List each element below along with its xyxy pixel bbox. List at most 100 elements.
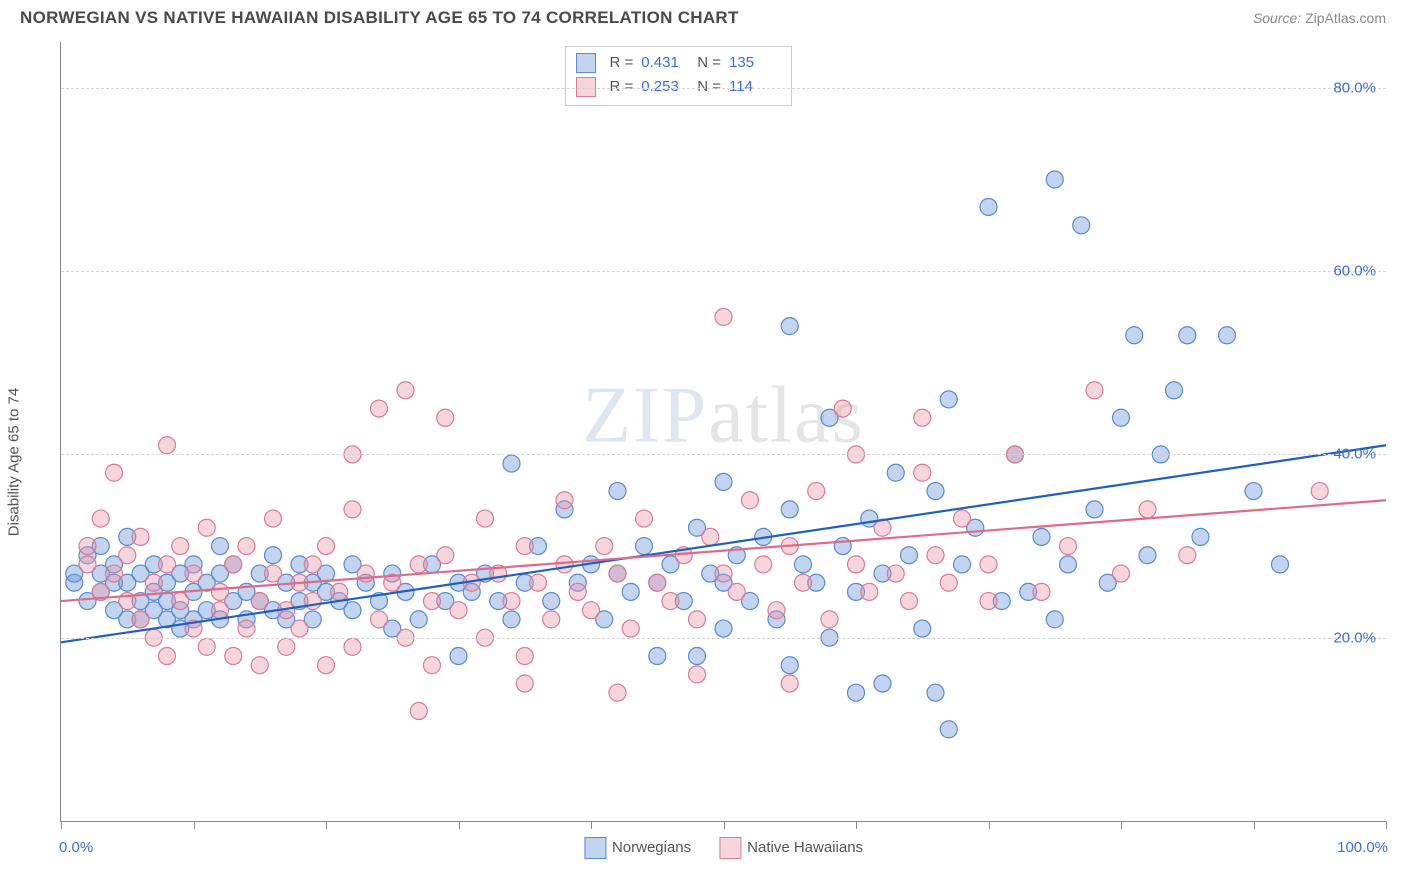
- plot-area: ZIPatlas R = 0.431 N = 135 R = 0.253 N =…: [60, 42, 1386, 822]
- y-tick-label: 80.0%: [1333, 79, 1376, 96]
- scatter-point: [516, 648, 533, 665]
- scatter-point: [1046, 171, 1063, 188]
- scatter-point: [503, 593, 520, 610]
- y-tick-label: 60.0%: [1333, 263, 1376, 280]
- scatter-point: [397, 382, 414, 399]
- scatter-point: [1139, 547, 1156, 564]
- scatter-point: [119, 547, 136, 564]
- scatter-point: [569, 583, 586, 600]
- scatter-point: [185, 565, 202, 582]
- legend-item-0: Norwegians: [584, 837, 691, 859]
- scatter-point: [755, 556, 772, 573]
- scatter-point: [424, 593, 441, 610]
- scatter-point: [715, 620, 732, 637]
- scatter-point: [914, 464, 931, 481]
- scatter-point: [980, 593, 997, 610]
- scatter-point: [251, 657, 268, 674]
- scatter-point: [132, 611, 149, 628]
- scatter-point: [622, 583, 639, 600]
- scatter-point: [145, 574, 162, 591]
- scatter-point: [1272, 556, 1289, 573]
- scatter-point: [251, 593, 268, 610]
- scatter-point: [914, 620, 931, 637]
- scatter-point: [1192, 528, 1209, 545]
- y-axis-label: Disability Age 65 to 74: [6, 388, 23, 536]
- scatter-point: [410, 556, 427, 573]
- scatter-point: [1245, 483, 1262, 500]
- scatter-point: [344, 602, 361, 619]
- scatter-point: [1060, 556, 1077, 573]
- scatter-point: [357, 565, 374, 582]
- scatter-point: [1179, 327, 1196, 344]
- scatter-point: [106, 565, 123, 582]
- scatter-point: [622, 620, 639, 637]
- scatter-point: [556, 492, 573, 509]
- scatter-point: [609, 684, 626, 701]
- scatter-point: [1046, 611, 1063, 628]
- scatter-point: [371, 611, 388, 628]
- scatter-point: [848, 684, 865, 701]
- scatter-point: [159, 556, 176, 573]
- scatter-point: [689, 611, 706, 628]
- scatter-point: [198, 519, 215, 536]
- scatter-point: [543, 611, 560, 628]
- scatter-point: [1086, 501, 1103, 518]
- scatter-point: [636, 510, 653, 527]
- scatter-point: [79, 556, 96, 573]
- scatter-point: [331, 583, 348, 600]
- scatter-point: [861, 583, 878, 600]
- scatter-point: [834, 400, 851, 417]
- scatter-point: [159, 437, 176, 454]
- scatter-point: [172, 593, 189, 610]
- scatter-point: [715, 308, 732, 325]
- scatter-point: [583, 602, 600, 619]
- scatter-point: [1060, 538, 1077, 555]
- scatter-point: [1113, 409, 1130, 426]
- scatter-point: [291, 620, 308, 637]
- scatter-point: [1219, 327, 1236, 344]
- scatter-point: [516, 675, 533, 692]
- scatter-point: [914, 409, 931, 426]
- scatter-point: [318, 538, 335, 555]
- scatter-point: [530, 574, 547, 591]
- scatter-point: [1179, 547, 1196, 564]
- scatter-point: [927, 483, 944, 500]
- scatter-point: [79, 538, 96, 555]
- scatter-point: [1311, 483, 1328, 500]
- scatter-point: [940, 574, 957, 591]
- scatter-point: [781, 318, 798, 335]
- scatter-point: [662, 593, 679, 610]
- scatter-point: [742, 492, 759, 509]
- scatter-svg: [61, 42, 1386, 821]
- scatter-point: [238, 538, 255, 555]
- scatter-point: [901, 547, 918, 564]
- scatter-point: [516, 538, 533, 555]
- scatter-point: [437, 409, 454, 426]
- scatter-point: [781, 675, 798, 692]
- scatter-point: [887, 565, 904, 582]
- scatter-point: [543, 593, 560, 610]
- scatter-point: [424, 657, 441, 674]
- scatter-point: [689, 666, 706, 683]
- scatter-point: [808, 483, 825, 500]
- stats-row-0: R = 0.431 N = 135: [576, 51, 778, 75]
- y-tick-label: 40.0%: [1333, 446, 1376, 463]
- scatter-point: [596, 538, 613, 555]
- scatter-point: [437, 547, 454, 564]
- chart-area: Disability Age 65 to 74 ZIPatlas R = 0.4…: [20, 42, 1386, 882]
- scatter-point: [795, 574, 812, 591]
- scatter-point: [556, 556, 573, 573]
- scatter-point: [887, 464, 904, 481]
- scatter-point: [874, 675, 891, 692]
- bottom-legend: Norwegians Native Hawaiians: [584, 837, 863, 859]
- scatter-point: [1139, 501, 1156, 518]
- scatter-point: [715, 473, 732, 490]
- scatter-point: [715, 565, 732, 582]
- scatter-point: [225, 556, 242, 573]
- scatter-point: [609, 565, 626, 582]
- scatter-point: [609, 483, 626, 500]
- scatter-point: [278, 638, 295, 655]
- scatter-point: [940, 391, 957, 408]
- scatter-point: [410, 703, 427, 720]
- scatter-point: [649, 574, 666, 591]
